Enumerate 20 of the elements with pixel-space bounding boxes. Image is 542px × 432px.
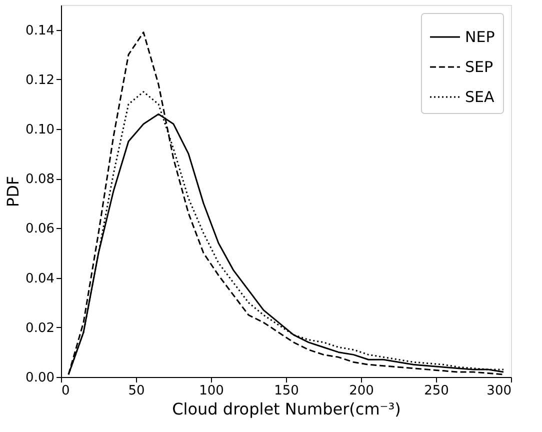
y-tick-label: 0.00 — [26, 370, 54, 386]
y-axis-title: PDF — [4, 176, 23, 208]
legend-label: SEA — [465, 88, 495, 106]
y-tick-label: 0.12 — [26, 72, 54, 88]
x-tick-label: 200 — [349, 384, 374, 398]
legend-label: SEP — [465, 58, 494, 76]
x-tick-label: 50 — [128, 384, 145, 398]
x-axis-title: Cloud droplet Number(cm⁻³) — [172, 400, 401, 418]
x-tick-label: 300 — [486, 384, 512, 398]
legend-label: NEP — [465, 28, 495, 46]
x-tick-label: 250 — [424, 384, 449, 398]
y-tick-label: 0.14 — [26, 23, 54, 38]
y-tick-label: 0.04 — [26, 271, 54, 286]
y-tick-label: 0.10 — [26, 122, 54, 138]
y-tick-label: 0.06 — [26, 222, 54, 237]
x-tick-label: 100 — [199, 384, 224, 398]
x-tick-label: 0 — [62, 384, 70, 398]
y-tick-label: 0.08 — [26, 172, 54, 188]
y-tick-label: 0.02 — [26, 320, 54, 336]
x-tick-label: 150 — [274, 384, 299, 398]
